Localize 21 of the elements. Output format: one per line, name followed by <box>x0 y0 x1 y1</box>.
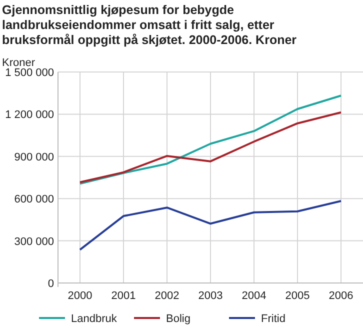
x-tick-label: 2003 <box>198 290 223 302</box>
line-series <box>79 94 342 185</box>
legend-label: Landbruk <box>71 313 118 325</box>
y-tick-label: 0 <box>48 278 54 290</box>
line-series <box>79 200 342 251</box>
y-tick-label: 300 000 <box>14 236 54 248</box>
y-tick-label: 600 000 <box>14 194 54 206</box>
x-tick-label: 2004 <box>242 290 266 302</box>
chart-title: Gjennomsnittlig kjøpesum for bebygde landbrukseiendommer omsatt i fritt salg, etter bruksformål oppgitt på skjøtet. 2000-2006. Kroner <box>2 3 297 47</box>
y-tick-label: 900 000 <box>14 151 54 164</box>
x-tick-label: 2005 <box>285 290 310 302</box>
legend-label: Bolig <box>166 313 190 325</box>
y-tick-label: 1 200 000 <box>5 109 54 122</box>
x-tick-label: 2002 <box>154 290 180 302</box>
x-tick-label: 2006 <box>328 290 354 302</box>
y-tick-label: 1 500 000 <box>5 67 54 79</box>
y-axis-title: Kroner <box>2 57 36 69</box>
x-tick-label: 2001 <box>111 290 136 302</box>
line-series <box>79 111 342 184</box>
legend-label: Fritid <box>261 313 286 325</box>
x-tick-label: 2000 <box>68 290 92 302</box>
